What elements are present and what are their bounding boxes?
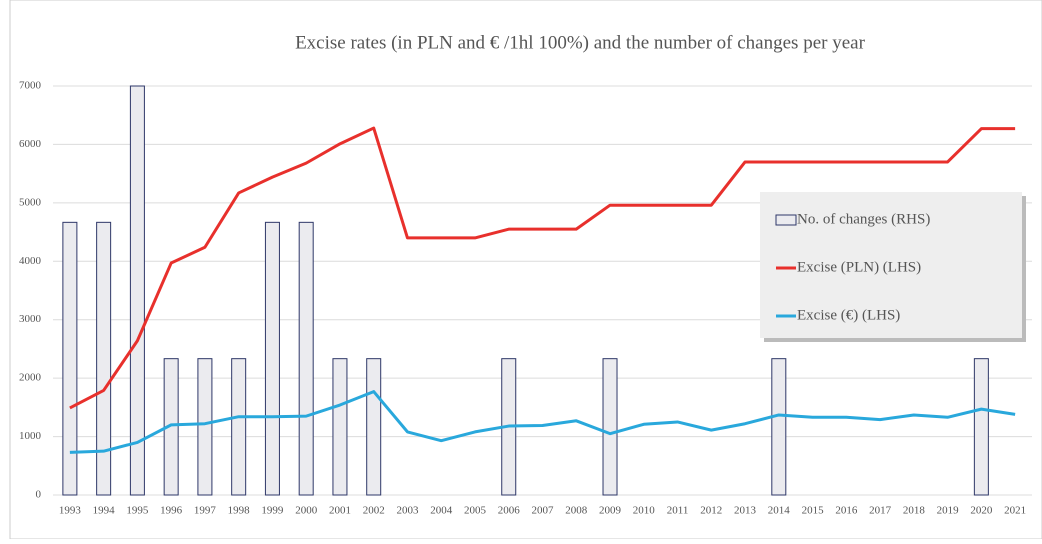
y-tick-label: 7000 xyxy=(19,80,42,92)
y-tick-label: 4000 xyxy=(19,255,42,267)
bar xyxy=(96,221,112,496)
y-tick-label: 2000 xyxy=(19,372,42,384)
y-tick-label: 3000 xyxy=(19,313,42,325)
bar xyxy=(129,85,145,496)
x-tick-label: 1993 xyxy=(59,505,82,517)
x-tick-label: 2011 xyxy=(667,505,689,517)
x-tick-label: 2020 xyxy=(970,505,993,517)
bar xyxy=(298,221,314,496)
x-tick-label: 2013 xyxy=(734,505,757,517)
x-tick-label: 2002 xyxy=(363,505,385,517)
x-tick-label: 1995 xyxy=(126,505,149,517)
x-tick-label: 2008 xyxy=(565,505,588,517)
line xyxy=(69,126,1016,410)
legend-label: Excise (PLN) (LHS) xyxy=(797,259,921,275)
bar xyxy=(973,358,989,496)
x-tick-label: 2014 xyxy=(768,505,791,517)
legend-swatch xyxy=(775,214,797,226)
x-tick-label: 2005 xyxy=(464,505,487,517)
x-tick-label: 2016 xyxy=(835,505,858,517)
line xyxy=(69,390,1016,454)
x-tick-label: 1997 xyxy=(194,505,217,517)
x-tick-label: 2009 xyxy=(599,505,622,517)
legend-label: Excise (€) (LHS) xyxy=(797,307,900,323)
x-tick-label: 2007 xyxy=(532,505,555,517)
legend xyxy=(760,192,1022,338)
x-tick-label: 2012 xyxy=(700,505,722,517)
x-tick-label: 2021 xyxy=(1004,505,1026,517)
x-tick-label: 1996 xyxy=(160,505,183,517)
x-tick-label: 2010 xyxy=(633,505,656,517)
bar xyxy=(366,358,382,496)
x-tick-label: 1999 xyxy=(261,505,284,517)
x-tick-label: 2001 xyxy=(329,505,351,517)
y-tick-label: 0 xyxy=(36,489,42,501)
x-tick-label: 2000 xyxy=(295,505,318,517)
bar xyxy=(197,358,213,496)
x-tick-label: 2018 xyxy=(903,505,926,517)
x-tick-label: 2006 xyxy=(498,505,521,517)
chart-title: Excise rates (in PLN and € /1hl 100%) an… xyxy=(295,32,865,53)
legend-label: No. of changes (RHS) xyxy=(797,211,930,227)
x-tick-label: 1994 xyxy=(93,505,116,517)
x-tick-label: 2019 xyxy=(937,505,960,517)
bar xyxy=(264,221,280,496)
x-tick-label: 2015 xyxy=(802,505,825,517)
x-tick-label: 2004 xyxy=(430,505,453,517)
y-tick-label: 5000 xyxy=(19,196,42,208)
bar xyxy=(62,221,78,496)
bar xyxy=(771,358,787,496)
x-tick-label: 2017 xyxy=(869,505,892,517)
x-tick-label: 2003 xyxy=(396,505,419,517)
x-tick-label: 1998 xyxy=(228,505,251,517)
y-tick-label: 1000 xyxy=(19,430,42,442)
y-tick-label: 6000 xyxy=(19,138,42,150)
bar xyxy=(602,358,618,496)
bar xyxy=(332,358,348,496)
bar xyxy=(231,358,247,496)
